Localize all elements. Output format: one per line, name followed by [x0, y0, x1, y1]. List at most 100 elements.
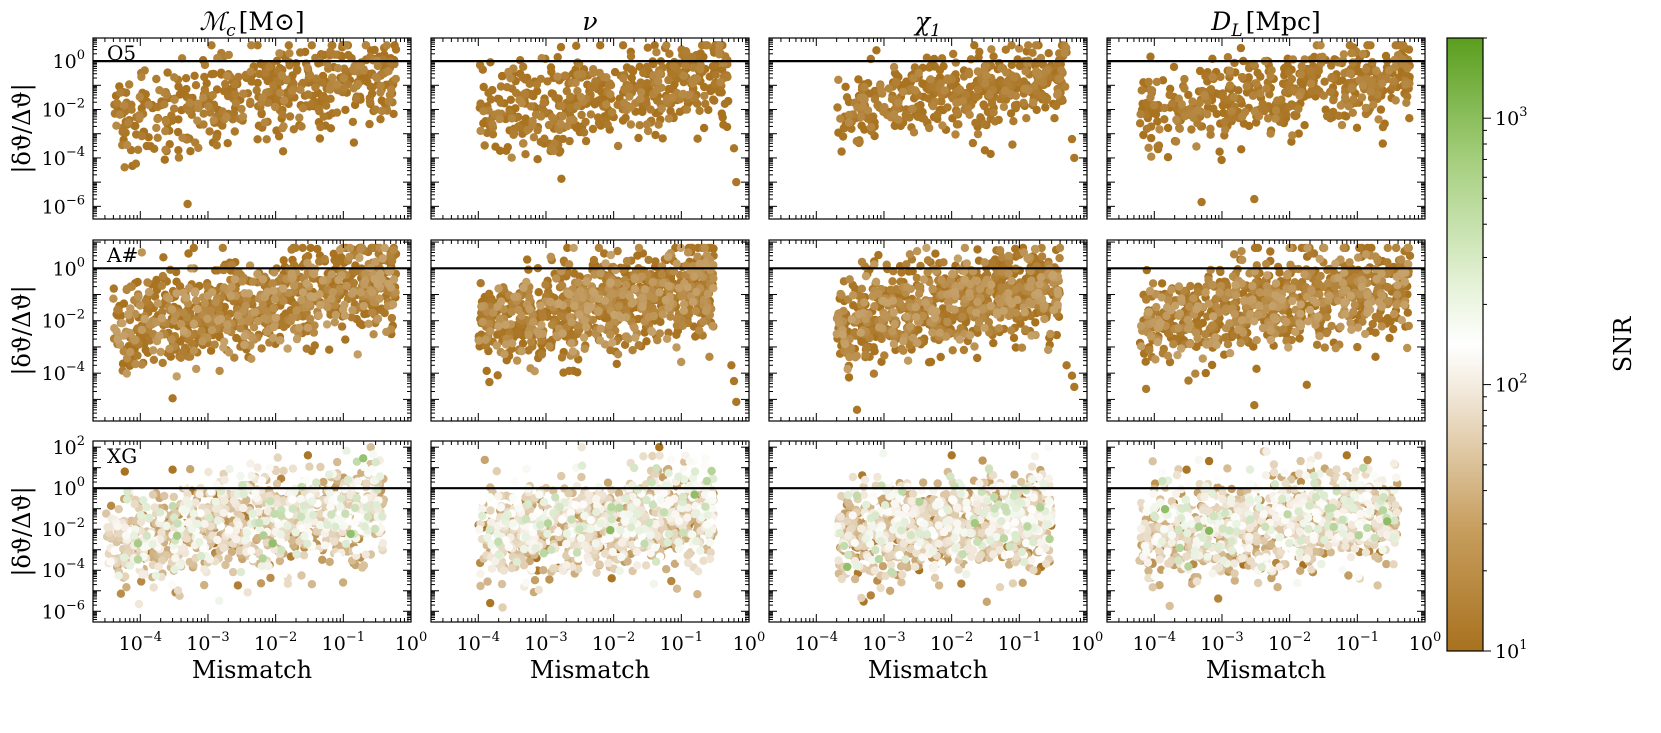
data-point: [987, 99, 997, 108]
data-point: [153, 133, 162, 142]
data-point: [1146, 93, 1155, 102]
data-point: [1004, 269, 1013, 278]
data-point: [563, 243, 572, 253]
data-point: [889, 62, 899, 72]
data-point: [184, 249, 193, 258]
data-point: [271, 313, 280, 322]
data-point: [203, 314, 212, 323]
data-point: [164, 294, 174, 303]
data-point: [711, 60, 720, 69]
data-point: [576, 286, 585, 296]
data-point: [269, 286, 278, 295]
data-point: [341, 105, 350, 115]
data-point: [1271, 114, 1280, 123]
data-point: [695, 65, 705, 74]
data-point: [1180, 84, 1189, 93]
data-point: [335, 284, 344, 294]
data-point: [1352, 123, 1362, 132]
data-point: [314, 311, 323, 320]
data-point: [118, 123, 128, 132]
data-point: [140, 314, 149, 324]
data-point: [384, 67, 393, 76]
data-point: [1197, 197, 1206, 207]
data-point: [1021, 67, 1030, 76]
data-point: [1229, 93, 1239, 102]
data-point: [973, 245, 982, 254]
data-point: [353, 350, 362, 359]
data-point: [238, 89, 248, 98]
data-point: [625, 82, 634, 92]
data-point: [295, 113, 304, 122]
data-point: [1358, 49, 1368, 59]
data-point: [1206, 124, 1215, 133]
data-point: [526, 102, 536, 111]
data-point: [1374, 115, 1383, 124]
data-point: [339, 83, 349, 93]
data-point: [507, 153, 516, 162]
data-point: [509, 129, 519, 138]
data-point: [642, 120, 652, 129]
data-point: [262, 307, 271, 316]
data-point: [1225, 66, 1235, 75]
data-point: [564, 268, 573, 277]
data-point: [866, 123, 876, 132]
data-point: [305, 71, 315, 80]
data-point: [1013, 295, 1022, 304]
data-point: [604, 81, 613, 91]
data-point: [319, 112, 328, 121]
data-point: [845, 275, 854, 284]
data-point: [122, 140, 132, 150]
data-point: [976, 113, 985, 122]
data-point: [112, 99, 122, 108]
data-point: [693, 134, 702, 143]
data-point: [668, 93, 677, 102]
data-point: [1403, 92, 1412, 101]
data-point: [912, 247, 922, 256]
data-point: [664, 114, 674, 123]
data-point: [871, 277, 881, 286]
data-point: [703, 41, 712, 50]
data-point: [349, 278, 358, 288]
data-point: [121, 88, 131, 97]
data-point: [124, 118, 133, 127]
data-point: [310, 341, 319, 350]
data-point: [1215, 147, 1224, 156]
data-point: [238, 112, 248, 121]
data-point: [690, 272, 699, 281]
data-point: [1006, 109, 1016, 118]
data-point: [588, 124, 598, 134]
data-point: [131, 335, 140, 345]
data-point: [1050, 114, 1059, 123]
data-point: [172, 372, 181, 381]
data-point: [265, 62, 274, 72]
data-point: [1007, 60, 1016, 70]
data-point: [494, 322, 503, 331]
data-point: [973, 353, 982, 363]
data-point: [715, 41, 724, 50]
data-point: [486, 327, 495, 336]
data-point: [491, 142, 500, 151]
data-point: [1177, 100, 1187, 109]
data-point: [635, 121, 644, 130]
data-point: [377, 106, 387, 116]
data-point: [989, 338, 998, 348]
data-point: [1216, 72, 1225, 82]
data-point: [504, 67, 513, 77]
data-point: [618, 265, 628, 274]
data-point: [238, 277, 247, 286]
data-point: [924, 358, 934, 367]
data-point: [260, 118, 270, 127]
data-point: [1227, 107, 1237, 116]
data-point: [150, 144, 159, 153]
data-point: [1010, 101, 1020, 110]
data-point: [257, 344, 266, 353]
data-point: [528, 116, 537, 126]
data-point: [373, 279, 382, 288]
data-point: [718, 65, 727, 74]
data-point: [153, 102, 162, 112]
data-point: [901, 110, 910, 119]
data-point: [662, 334, 672, 343]
data-point: [579, 333, 589, 342]
data-point: [1157, 279, 1167, 288]
data-point: [982, 71, 991, 80]
